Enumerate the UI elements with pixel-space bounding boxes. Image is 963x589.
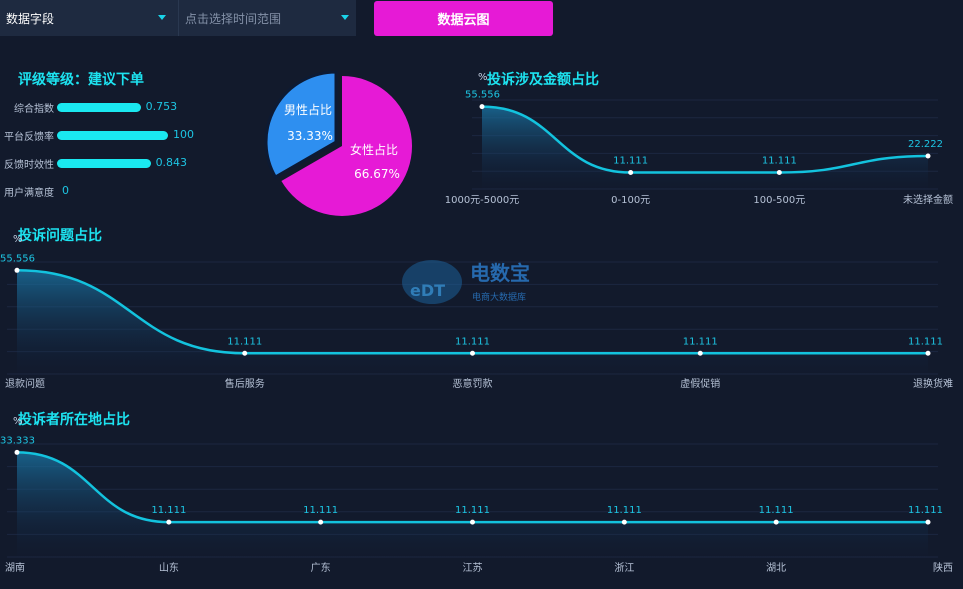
data-point [697,350,703,356]
x-tick-label: 售后服务 [225,377,265,390]
x-tick-label: 江苏 [463,561,483,574]
pie-slice-male[interactable] [264,70,338,180]
male-label: 男性占比 [284,102,332,117]
data-label: 11.111 [908,505,943,516]
data-point [318,519,324,525]
x-tick-label: 山东 [159,561,179,574]
data-point [166,519,172,525]
rating-bar [57,131,168,140]
data-point [776,170,782,176]
male-value: 33.33% [287,129,333,143]
rating-title: 评级等级：建议下单 [18,72,144,88]
data-point [925,153,931,159]
rating-value: 0.753 [145,100,178,113]
female-label: 女性占比 [350,142,398,157]
data-point [621,519,627,525]
data-point [470,350,475,356]
data-point [925,350,931,356]
rating-bar [57,103,141,112]
y-axis-unit: % [13,416,23,427]
watermark-sub: 电商大数据库 [472,291,526,303]
x-tick-label: 浙江 [614,562,634,574]
x-tick-label: 陕西 [933,561,953,574]
field-select-label: 数据字段 [6,11,55,26]
watermark-logo-text: eDT [410,281,445,300]
data-label: 11.111 [455,505,490,516]
female-value: 66.67% [354,167,400,181]
y-axis-unit: % [478,72,488,83]
data-label: 11.111 [613,156,648,167]
data-point [14,449,20,455]
data-point [479,104,485,110]
filter-bar: 数据字段 点击选择时间范围 [0,0,356,36]
series-line [481,105,929,174]
y-axis-unit: % [13,234,23,245]
data-label: 11.111 [455,336,490,347]
x-tick-label: 100-500元 [753,195,805,206]
data-point [628,170,634,176]
data-label: 11.111 [759,505,794,516]
data-label: 11.111 [683,336,718,347]
x-tick-label: 退换货难 [913,377,953,390]
rating-value: 0.843 [155,156,188,169]
chart-title-issue: 投诉问题占比 [18,228,102,244]
cloud-icon [402,260,462,304]
data-cloud-button[interactable]: 数据云图 [374,1,553,36]
data-point [470,519,475,525]
gender-pie-chart: 男性占比 33.33% 女性占比 66.67% [264,70,413,216]
data-label: 11.111 [227,336,262,347]
field-select[interactable]: 数据字段 [0,0,178,36]
chevron-down-icon[interactable] [158,15,166,20]
data-point [773,519,779,525]
rating-label: 反馈时效性 [4,160,54,171]
time-range-select[interactable]: 点击选择时间范围 [178,0,357,36]
data-point [925,519,931,525]
rating-label: 用户满意度 [4,188,54,199]
x-tick-label: 湖北 [766,562,786,574]
chart-title-amount: 投诉涉及金额占比 [487,72,599,88]
x-tick-label: 1000元-5000元 [445,195,520,206]
chevron-down-icon[interactable] [341,15,349,20]
rating-row: 综合指数 0.753 [0,100,260,115]
data-label: 11.111 [303,505,338,516]
series-area [17,452,928,557]
series-area [17,270,928,374]
series-area [482,106,928,189]
rating-value: 100 [173,128,194,141]
data-label: 55.556 [0,253,35,264]
x-tick-label: 恶意罚款 [453,377,493,390]
data-label: 22.222 [908,139,943,150]
watermark-brand: 电数宝 [470,261,530,285]
time-range-placeholder: 点击选择时间范围 [185,11,282,26]
data-point [14,267,20,273]
rating-bar [57,159,151,168]
data-label: 11.111 [607,505,642,516]
chart-title-location: 投诉者所在地占比 [18,412,130,428]
data-point [242,350,248,356]
x-tick-label: 虚假促销 [680,377,720,390]
x-tick-label: 湖南 [5,561,25,574]
rating-row: 用户满意度 0 [0,184,260,199]
x-tick-label: 广东 [311,561,331,574]
data-label: 55.556 [465,90,500,101]
data-label: 11.111 [151,505,186,516]
pie-slice-female[interactable] [281,76,413,216]
x-tick-label: 未选择金额 [903,193,953,206]
rating-value: 0 [62,184,69,197]
x-tick-label: 0-100元 [611,195,650,206]
data-label: 11.111 [908,336,943,347]
watermark-logo: eDT 电数宝 电商大数据库 [402,260,530,304]
rating-label: 综合指数 [14,104,54,115]
rating-row: 平台反馈率 100 [0,128,260,143]
x-tick-label: 退款问题 [5,377,45,390]
rating-row: 反馈时效性 0.843 [0,156,260,171]
rating-label: 平台反馈率 [4,132,54,143]
data-label: 11.111 [762,156,797,167]
data-label: 33.333 [0,435,35,446]
